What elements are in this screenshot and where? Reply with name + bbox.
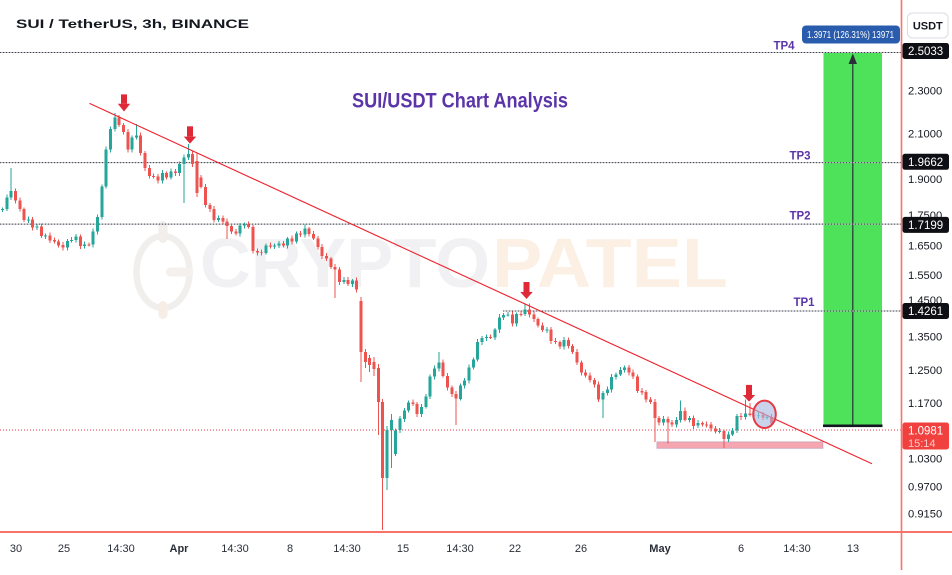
svg-text:2.5033: 2.5033: [908, 46, 943, 58]
svg-text:1.1700: 1.1700: [908, 398, 942, 410]
svg-text:PATEL: PATEL: [492, 224, 728, 302]
svg-text:1.2500: 1.2500: [908, 365, 942, 377]
svg-text:14:30: 14:30: [107, 543, 135, 555]
svg-text:13: 13: [847, 543, 859, 555]
svg-text:26: 26: [575, 543, 587, 555]
svg-text:2.1000: 2.1000: [908, 128, 942, 140]
svg-text:1.0981: 1.0981: [908, 425, 943, 437]
svg-text:1.3500: 1.3500: [908, 332, 942, 344]
svg-text:14:30: 14:30: [446, 543, 474, 555]
svg-text:USDT: USDT: [913, 21, 943, 33]
svg-text:Apr: Apr: [170, 543, 190, 555]
svg-text:SUI/USDT Chart Analysis: SUI/USDT Chart Analysis: [352, 89, 568, 113]
svg-text:22: 22: [509, 543, 521, 555]
svg-text:SUI / TetherUS, 3h, BINANCE: SUI / TetherUS, 3h, BINANCE: [16, 17, 249, 31]
svg-text:30: 30: [10, 543, 22, 555]
svg-text:14:30: 14:30: [783, 543, 811, 555]
svg-text:1.4261: 1.4261: [908, 306, 943, 318]
svg-text:TP3: TP3: [789, 150, 810, 162]
svg-text:0.9700: 0.9700: [908, 482, 942, 494]
svg-text:2.3000: 2.3000: [908, 86, 942, 98]
svg-text:1.0300: 1.0300: [908, 454, 942, 466]
svg-text:1.9662: 1.9662: [908, 157, 943, 169]
svg-text:TP4: TP4: [773, 41, 795, 53]
svg-text:14:30: 14:30: [333, 543, 361, 555]
svg-text:8: 8: [287, 543, 293, 555]
svg-text:TP2: TP2: [789, 211, 810, 223]
svg-text:0.9150: 0.9150: [908, 509, 942, 521]
svg-text:1.5500: 1.5500: [908, 270, 942, 282]
svg-text:1.9000: 1.9000: [908, 174, 942, 186]
svg-text:May: May: [649, 543, 671, 555]
svg-text:15: 15: [397, 543, 409, 555]
svg-text:CRYPTO: CRYPTO: [200, 224, 490, 302]
svg-text:14:30: 14:30: [221, 543, 249, 555]
svg-text:1.3971 (126.31%) 13971: 1.3971 (126.31%) 13971: [807, 29, 894, 41]
svg-text:15:14: 15:14: [908, 438, 936, 450]
svg-text:25: 25: [58, 543, 70, 555]
svg-text:6: 6: [738, 543, 744, 555]
svg-text:1.7199: 1.7199: [908, 220, 943, 232]
svg-text:1.6500: 1.6500: [908, 240, 942, 252]
svg-text:TP1: TP1: [793, 297, 815, 309]
